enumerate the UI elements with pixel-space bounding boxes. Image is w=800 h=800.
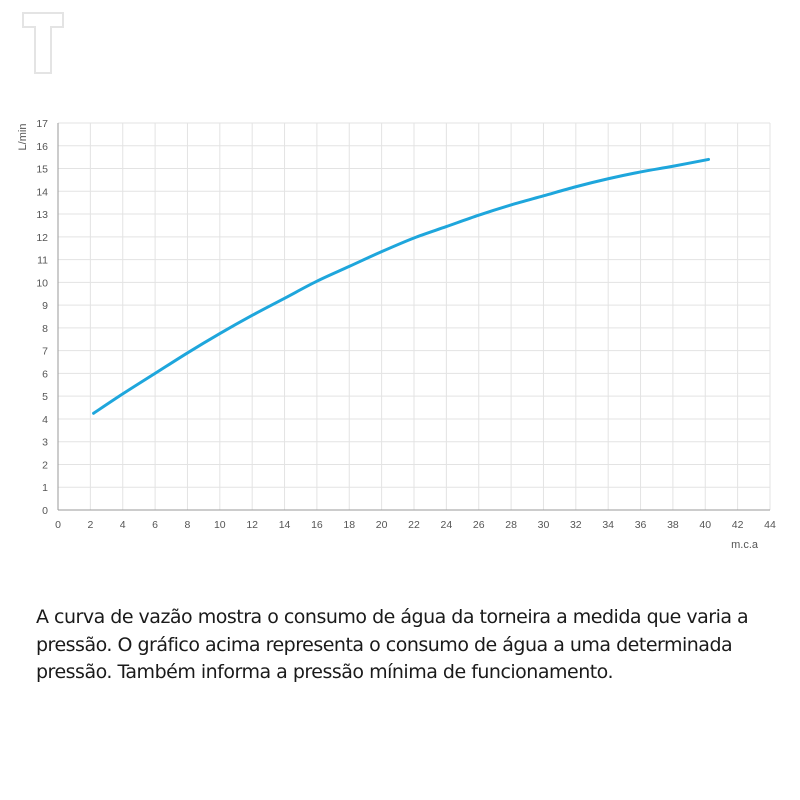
x-tick-label: 38	[667, 519, 679, 531]
x-tick-label: 2	[87, 519, 93, 531]
t-logo-icon	[22, 12, 64, 74]
y-tick-label: 10	[36, 277, 48, 289]
x-tick-label: 36	[635, 519, 647, 531]
x-tick-label: 10	[214, 519, 226, 531]
y-tick-label: 17	[36, 118, 48, 130]
y-tick-label: 9	[42, 300, 48, 312]
flow-curve-line	[92, 157, 711, 415]
x-tick-label: 24	[441, 519, 453, 531]
y-tick-label: 0	[42, 505, 48, 517]
flow-curve-chart: 0 2 4 6 8 10 12 14 16 18 20 22 24 26 28 30 32 34 36 38 40 42 4…	[17, 118, 776, 551]
x-tick-label: 26	[473, 519, 485, 531]
y-tick-label: 8	[42, 323, 48, 335]
y-tick-label: 16	[36, 141, 48, 153]
x-tick-label: 18	[343, 519, 355, 531]
x-tick-label: 6	[152, 519, 158, 531]
x-axis-label: m.c.a	[731, 539, 759, 551]
x-tick-label: 14	[279, 519, 291, 531]
y-tick-label: 2	[42, 459, 48, 471]
y-tick-label: 12	[36, 232, 48, 244]
y-tick-label: 5	[42, 391, 48, 403]
x-tick-label: 16	[311, 519, 323, 531]
y-axis-label: L/min	[17, 124, 29, 151]
x-tick-label: 0	[55, 519, 61, 531]
chart-caption: A curva de vazão mostra o consumo de águ…	[36, 606, 749, 683]
x-tick-label: 42	[732, 519, 744, 531]
x-tick-label: 40	[699, 519, 711, 531]
x-tick-label: 12	[246, 519, 258, 531]
y-tick-label: 4	[42, 414, 48, 426]
y-tick-label: 13	[36, 209, 48, 221]
y-tick-label: 1	[42, 482, 48, 494]
y-tick-label: 15	[36, 164, 48, 176]
y-tick-label: 7	[42, 346, 48, 358]
y-tick-label: 6	[42, 368, 48, 380]
x-tick-label: 32	[570, 519, 582, 531]
x-tick-label: 44	[764, 519, 776, 531]
x-tick-label: 20	[376, 519, 388, 531]
x-tick-label: 4	[120, 519, 126, 531]
y-tick-label: 14	[36, 186, 48, 198]
x-tick-label: 34	[602, 519, 614, 531]
y-tick-label: 11	[37, 255, 48, 267]
x-tick-label: 22	[408, 519, 420, 531]
y-tick-label: 3	[42, 437, 48, 449]
x-tick-label: 28	[505, 519, 517, 531]
x-tick-label: 8	[185, 519, 191, 531]
x-tick-label: 30	[538, 519, 550, 531]
